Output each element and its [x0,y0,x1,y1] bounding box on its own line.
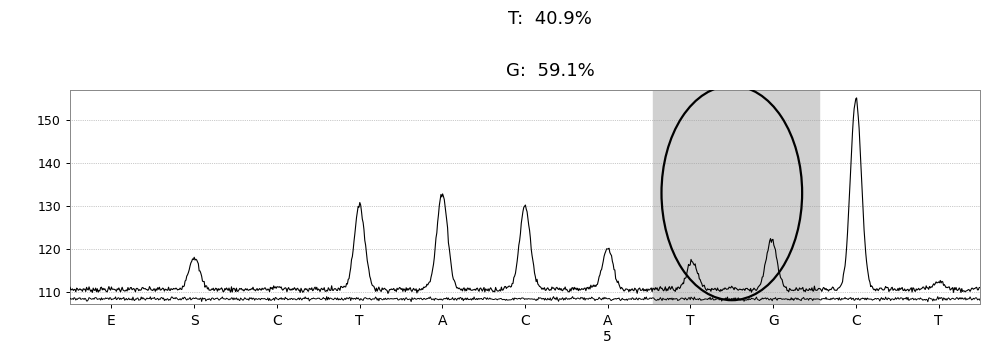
Text: G:  59.1%: G: 59.1% [506,62,594,80]
Text: T:  40.9%: T: 40.9% [508,10,592,28]
Bar [653,90,819,304]
